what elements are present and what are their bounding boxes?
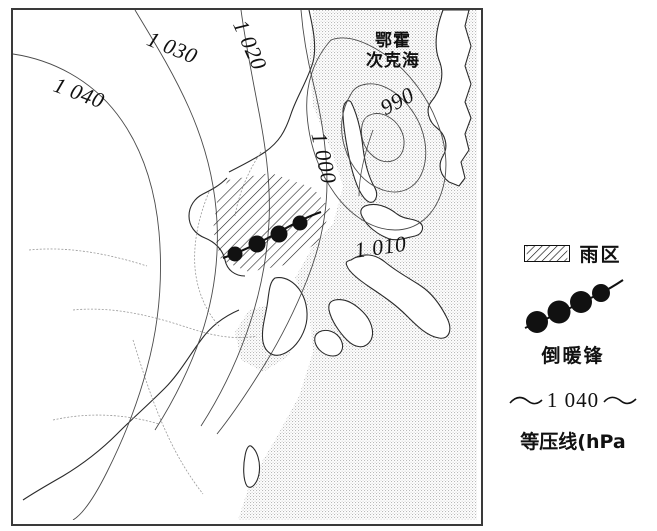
synoptic-map-graphic	[13, 10, 477, 520]
legend-isobar-value: 1 040	[546, 388, 600, 412]
isobar-line-icon-right	[603, 396, 637, 404]
legend-front-label: 倒暖锋	[541, 345, 605, 367]
legend-rain-label: 雨区	[579, 244, 622, 266]
legend-isobar-units-label: 等压线(hPa	[520, 431, 626, 453]
sea-of-okhotsk-label: 鄂霍 次克海	[338, 31, 448, 71]
weather-map-panel: 鄂霍 次克海 990 1 000 1 010 1 020 1 030 1 040	[11, 8, 483, 526]
legend-front-label-row: 倒暖锋	[492, 341, 654, 368]
legend-isobar-row: 1 040	[492, 388, 654, 413]
warm-front-icon	[524, 279, 624, 333]
coastline-layer	[22, 10, 472, 501]
rain-area-swatch	[524, 245, 571, 262]
map-legend: 雨区 倒暖锋 1 040 等压线(hPa	[492, 240, 654, 520]
legend-front-symbol-row	[492, 273, 654, 337]
legend-isobar-units-row: 等压线(hPa	[492, 427, 654, 454]
sea-label-line2: 次克海	[366, 50, 420, 71]
warm-front-map-symbol	[222, 211, 322, 264]
isobar-line-icon-left	[509, 396, 543, 404]
legend-rain-row: 雨区	[492, 240, 654, 267]
sea-label-line1: 鄂霍	[375, 31, 411, 51]
